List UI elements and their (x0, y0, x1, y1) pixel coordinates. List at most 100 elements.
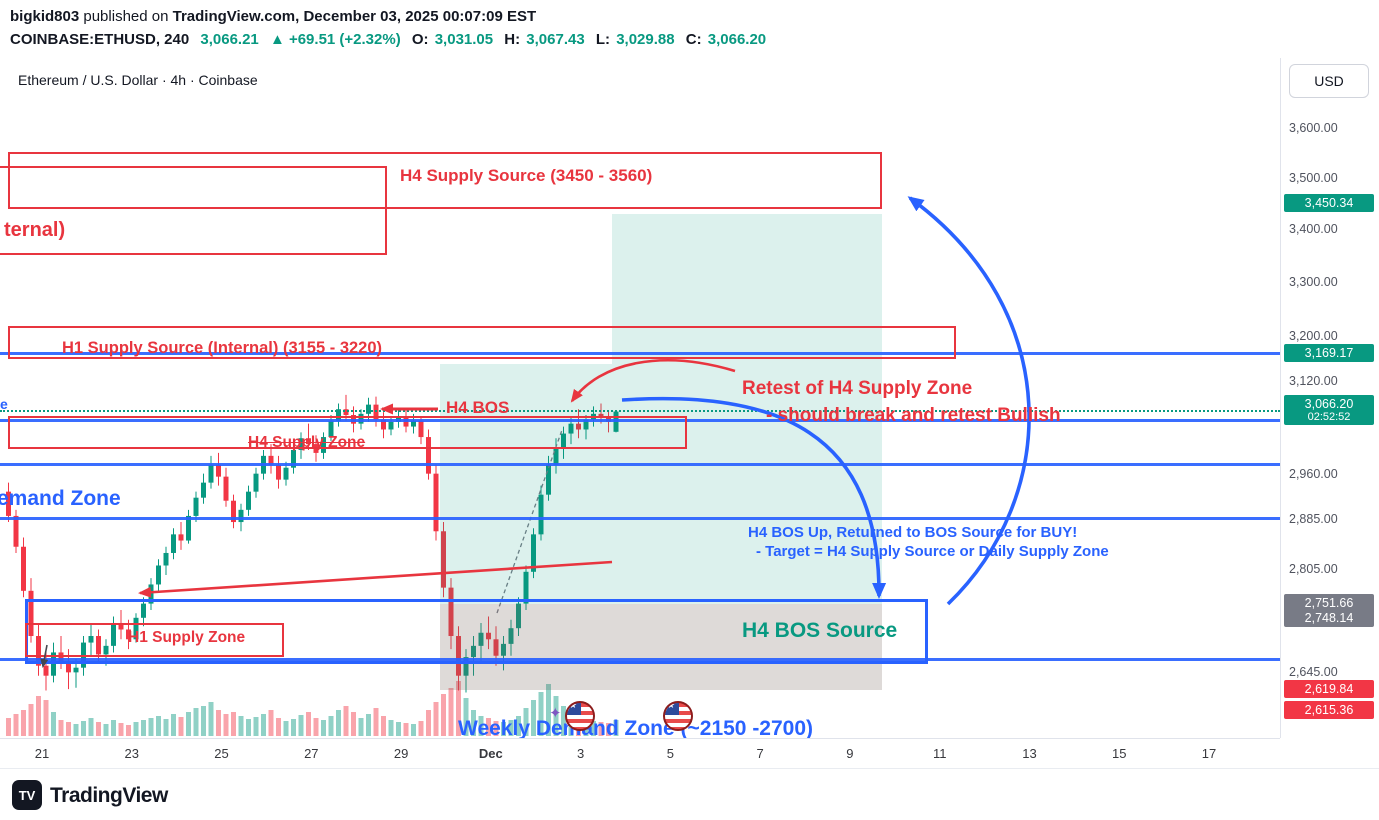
volume-bar (321, 720, 326, 736)
price-tick: 2,805.00 (1289, 561, 1338, 576)
time-tick: 9 (846, 746, 854, 761)
flag-sticker-icon-2: ★ (663, 701, 693, 731)
volume-bar (186, 712, 191, 736)
volume-bar (223, 714, 229, 736)
h4-supply-source-box[interactable] (8, 152, 882, 209)
time-axis[interactable]: 21 23 25 27 29 Dec 3 5 7 9 11 13 15 17 (0, 738, 1280, 768)
volume-bar (118, 723, 124, 736)
h4-bos-source-label: H4 BOS Source (742, 619, 898, 642)
publisher-username: bigkid803 (10, 8, 80, 25)
candle (208, 464, 214, 483)
price-level-badge: 2,619.84 (1284, 680, 1374, 699)
h1-supply-source-label: H1 Supply Source (Internal) (3155 - 3220… (62, 339, 383, 357)
open-value: 3,031.05 (434, 31, 494, 48)
current-price-line (0, 410, 1280, 413)
level-line[interactable] (0, 351, 1280, 355)
candle (216, 464, 221, 477)
volume-bar (171, 714, 176, 736)
candle (223, 476, 229, 501)
open-label: O: (411, 31, 429, 48)
volume-bar (403, 723, 409, 736)
volume-bar (43, 700, 49, 736)
pink-zone-bottom (440, 604, 882, 690)
price-level-badge: 3,450.34 (1284, 193, 1374, 212)
candle (163, 552, 169, 566)
volume-bar (373, 708, 379, 736)
bos-up-note-line1: H4 BOS Up, Returned to BOS Source for BU… (748, 524, 1078, 541)
volume-bar (246, 719, 251, 736)
volume-bar (291, 719, 296, 736)
volume-bar (208, 702, 214, 736)
price-tick: 3,500.00 (1289, 170, 1338, 185)
symbol-status-line: COINBASE:ETHUSD, 240 3,066.21 ▲ +69.51 (… (10, 31, 773, 48)
price-axis[interactable]: USD 3,600.00 3,500.00 3,400.00 3,300.00 3,20… (1280, 58, 1379, 738)
tradingview-logo-icon[interactable]: TV (12, 780, 42, 810)
volume-bar (283, 721, 289, 736)
candle (276, 464, 281, 480)
chart-legend-title[interactable]: Ethereum / U.S. Dollar · 4h · Coinbase (18, 72, 258, 88)
daily-supply-cut-label: ternal) (4, 219, 66, 241)
publish-mid-text: published on (79, 8, 173, 25)
volume-bar (238, 716, 244, 736)
close-label: C: (685, 31, 702, 48)
high-value: 3,067.43 (526, 31, 585, 48)
price-tick: 2,960.00 (1289, 466, 1338, 481)
close-value: 3,066.20 (707, 31, 767, 48)
time-tick: 15 (1112, 746, 1127, 761)
volume-bar (28, 704, 34, 736)
left-cut-letter: e (0, 396, 8, 412)
volume-bar (298, 715, 304, 736)
volume-bar (103, 724, 109, 736)
volume-bar (343, 706, 349, 736)
retest-note-line2: - should break and retest Bullish (766, 405, 1061, 426)
publish-byline: bigkid803 published on TradingView.com, … (10, 8, 536, 25)
time-tick: 11 (932, 746, 947, 761)
price-tick: 3,300.00 (1289, 274, 1338, 289)
time-tick: 25 (214, 746, 229, 761)
level-line[interactable] (0, 517, 1280, 521)
volume-bar (73, 724, 79, 736)
volume-bar (6, 718, 11, 736)
time-tick: 21 (34, 746, 50, 761)
volume-bar (231, 712, 236, 736)
candle (156, 565, 161, 585)
publish-date: TradingView.com, December 03, 2025 00:07… (172, 8, 537, 25)
candle (43, 665, 49, 676)
h4-bos-label: H4 BOS (446, 398, 510, 417)
volume-bar (66, 722, 71, 736)
daily-supply-box-cut[interactable] (0, 166, 387, 255)
level-line[interactable] (0, 463, 1280, 467)
tradingview-brand-text[interactable]: TradingView (50, 784, 168, 807)
time-tick: 13 (1022, 746, 1037, 761)
candle (201, 482, 206, 498)
teal-zone-narrow (440, 364, 612, 690)
price-level-badge: 2,751.66 (1284, 593, 1374, 612)
h1-supply-zone-box[interactable] (25, 623, 284, 657)
demand-zone-cut-label: emand Zone (0, 487, 121, 510)
volume-bar (441, 694, 446, 736)
volume-bar (133, 722, 139, 736)
price-tick: 3,120.00 (1289, 373, 1338, 388)
volume-bar (366, 714, 371, 736)
volume-bar (58, 720, 64, 736)
volume-bar (268, 710, 274, 736)
candle (171, 534, 176, 553)
currency-toggle[interactable]: USD (1289, 64, 1369, 98)
price-level-badge: 3,169.17 (1284, 344, 1374, 363)
low-label: L: (595, 31, 611, 48)
candle (283, 467, 289, 480)
weekly-demand-label: Weekly Demand Zone (~2150 -2700) (458, 717, 814, 740)
last-price: 3,066.21 (200, 31, 259, 48)
volume-bar (163, 719, 169, 736)
volume-bar (193, 708, 199, 736)
volume-bar (111, 720, 116, 736)
volume-bar (253, 717, 259, 736)
level-line[interactable] (0, 657, 1280, 661)
h1-supply-zone-label: H1 Supply Zone (128, 629, 246, 646)
candle (193, 497, 199, 516)
h4-supply-zone-label: H4 Supply Zone (248, 434, 366, 451)
candle (366, 404, 371, 414)
volume-bar (201, 706, 206, 736)
volume-bar (21, 710, 26, 736)
